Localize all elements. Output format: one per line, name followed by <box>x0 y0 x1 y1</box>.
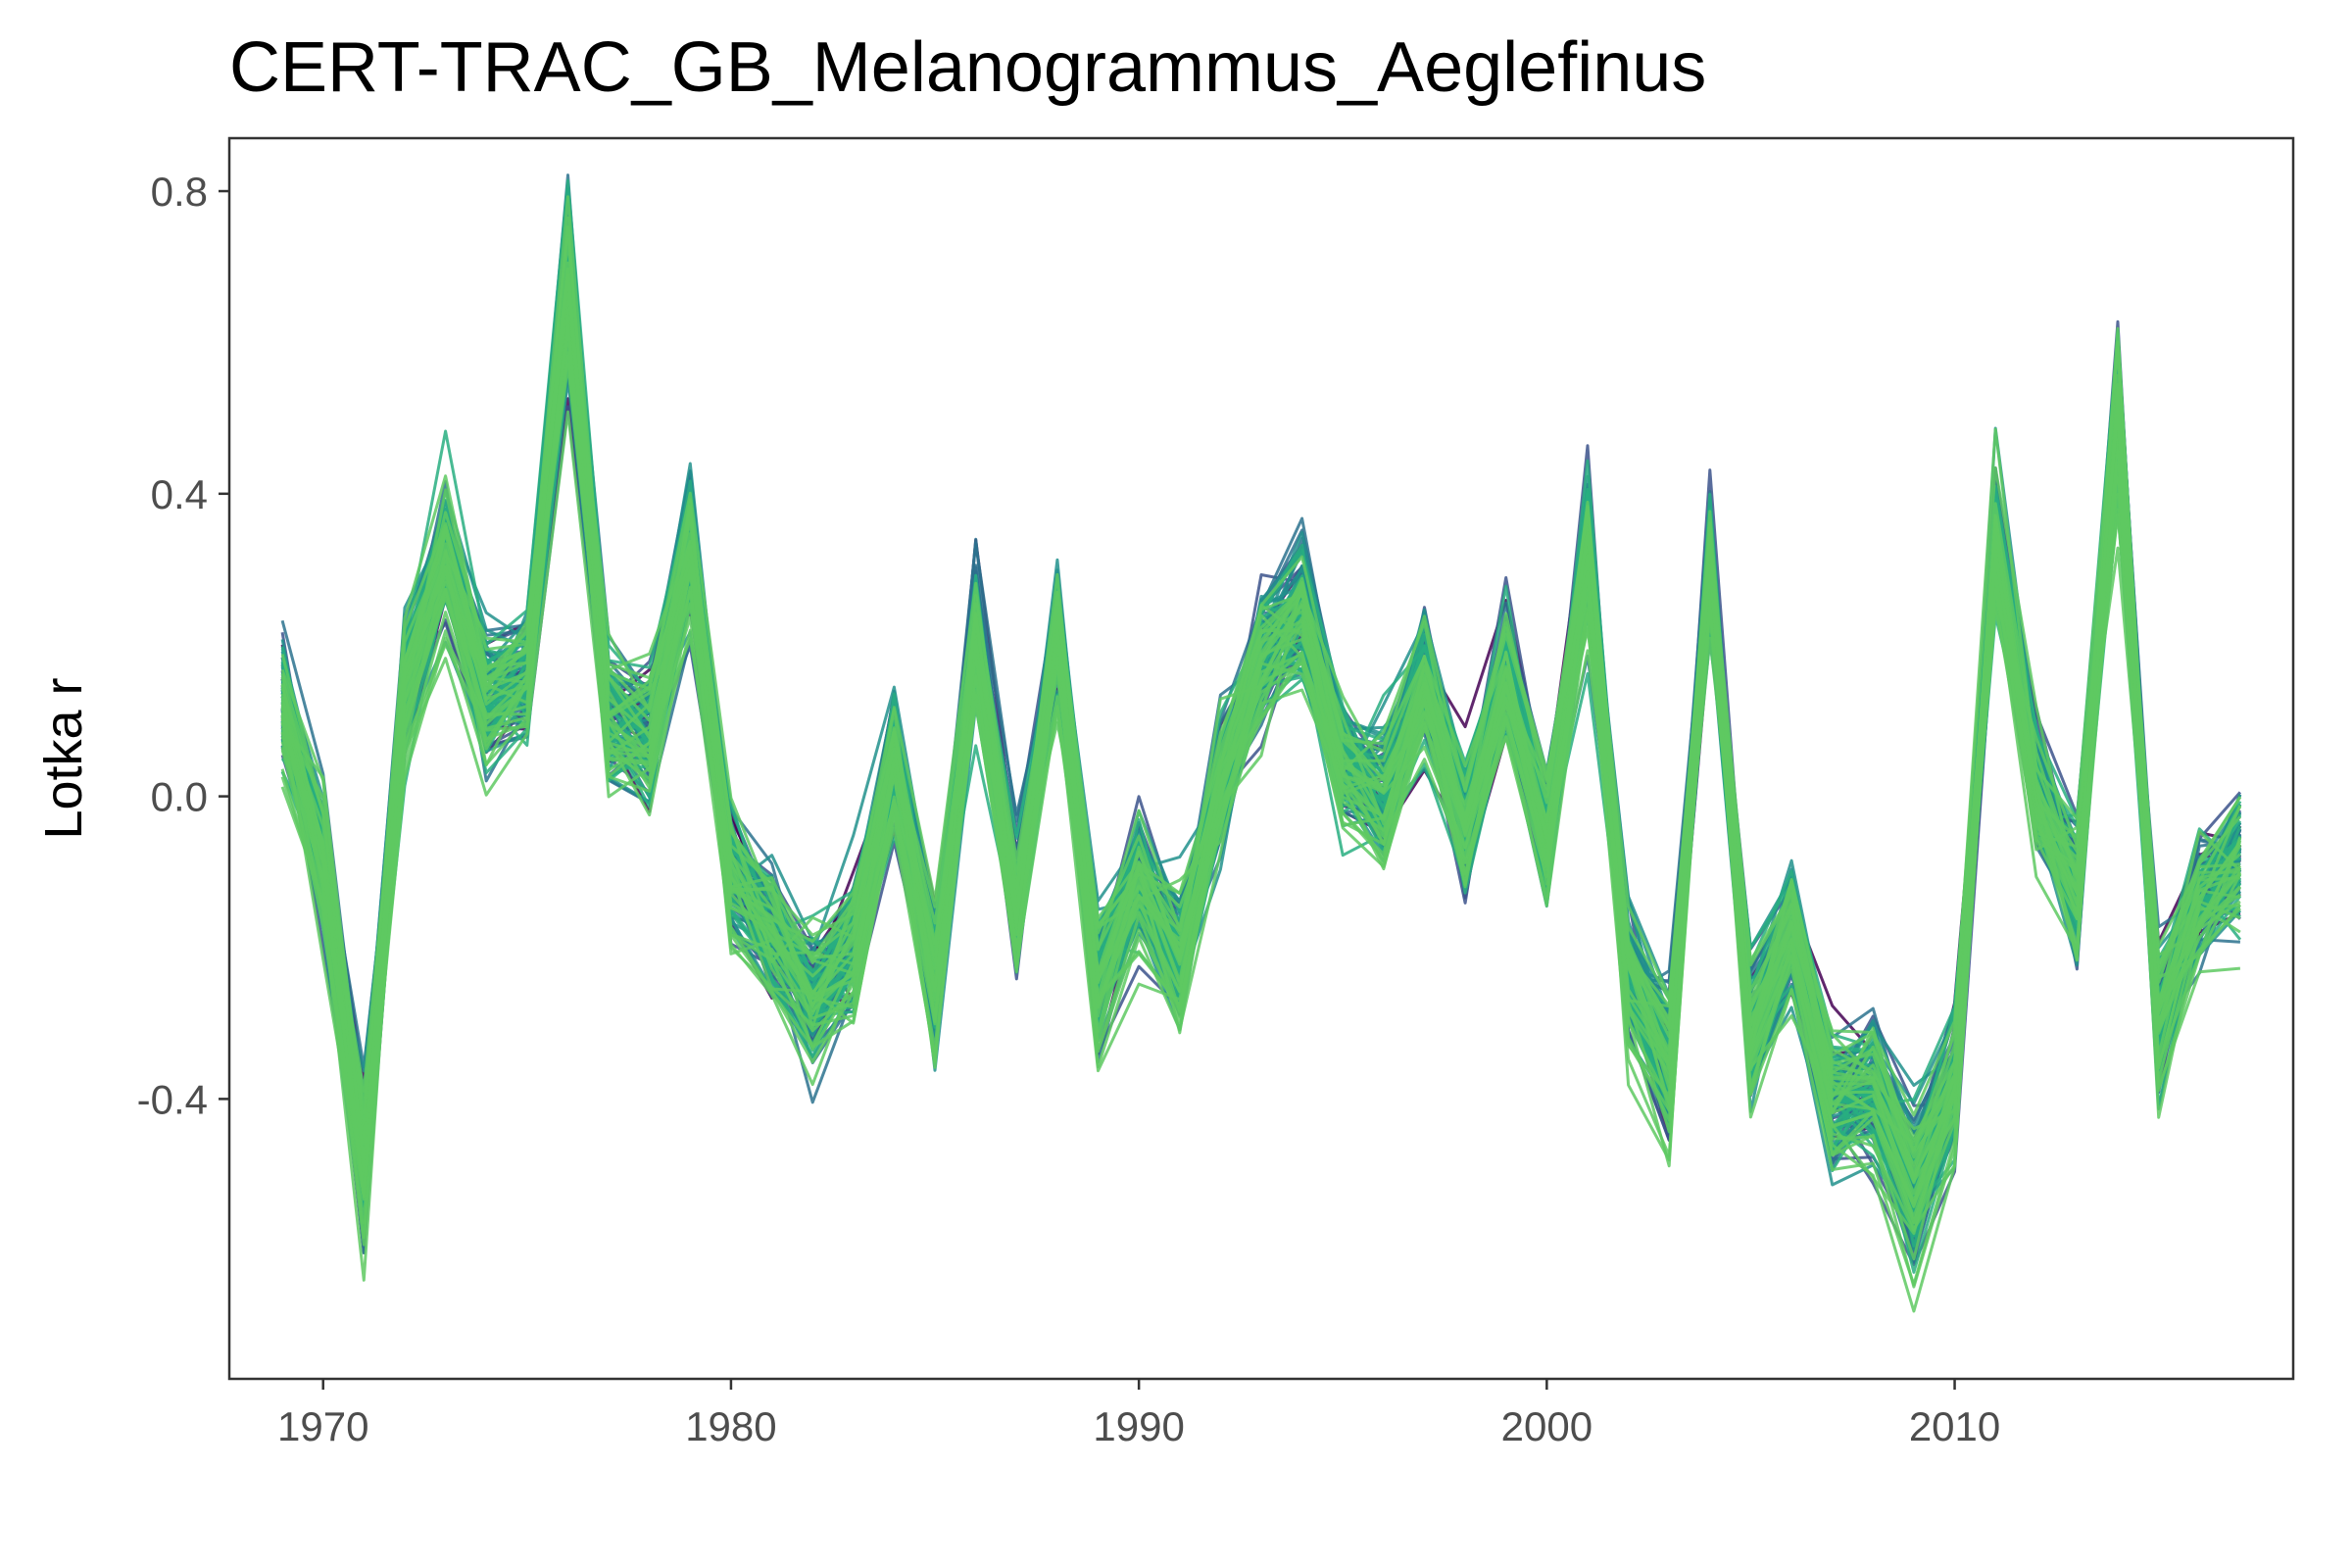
x-tick-label: 1990 <box>1093 1403 1184 1449</box>
y-tick-label: 0.8 <box>151 169 208 215</box>
y-axis-title: Lotka r <box>34 677 93 839</box>
series-line <box>280 324 2241 1173</box>
series-line <box>280 287 2242 1173</box>
plot-panel <box>227 136 2295 1381</box>
x-tick-label: 2010 <box>1909 1403 2000 1449</box>
y-tick-label: 0.0 <box>151 774 208 820</box>
y-axis: 0.8 0.4 0.0 -0.4 <box>137 169 229 1122</box>
series-line <box>280 225 2240 1208</box>
x-axis: 1970 1980 1990 2000 2010 <box>277 1379 2000 1449</box>
y-tick-label: -0.4 <box>137 1076 208 1122</box>
x-tick-label: 1980 <box>685 1403 776 1449</box>
y-tick-label: 0.4 <box>151 471 208 517</box>
x-tick-label: 2000 <box>1501 1403 1592 1449</box>
x-tick-label: 1970 <box>277 1403 368 1449</box>
series-line <box>280 312 2241 1287</box>
plot-lines <box>280 173 2242 1313</box>
chart-title: CERT-TRAC_GB_Melanogrammus_Aeglefinus <box>229 28 1706 107</box>
series-line <box>280 316 2242 1196</box>
series-line <box>280 351 2241 1146</box>
